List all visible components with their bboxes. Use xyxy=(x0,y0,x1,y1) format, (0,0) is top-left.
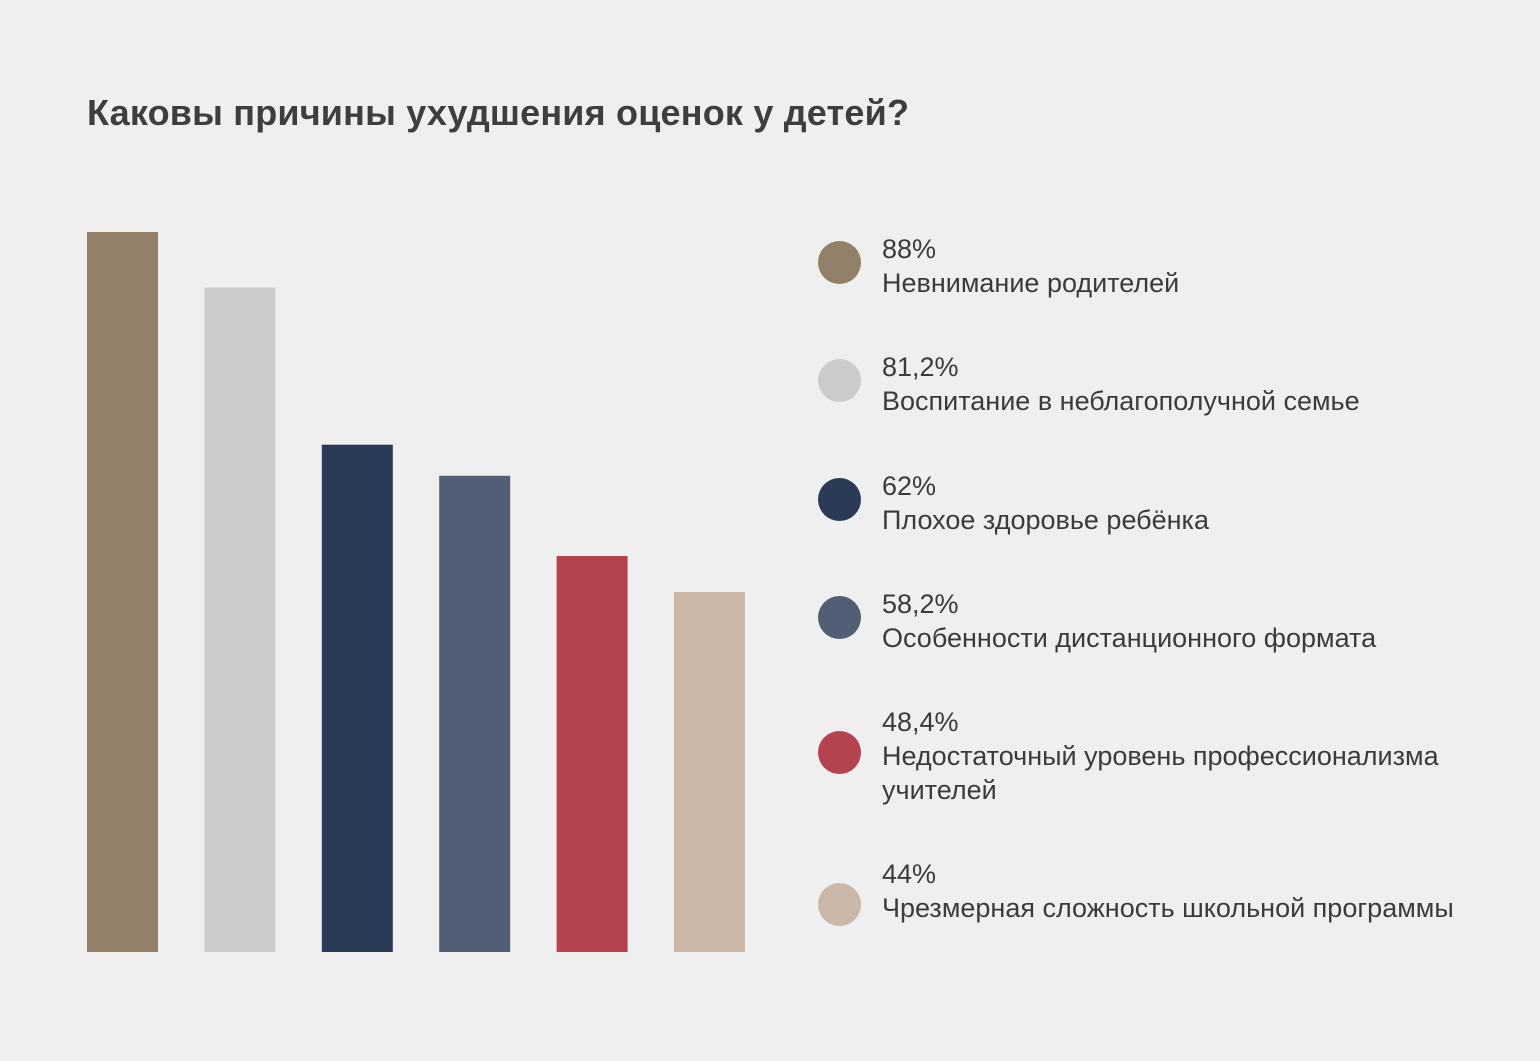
bar-chart xyxy=(87,232,745,953)
legend-swatch xyxy=(818,241,861,284)
legend-swatch xyxy=(818,731,861,774)
legend-value: 58,2% xyxy=(882,589,959,619)
legend-swatch xyxy=(818,596,861,639)
legend: 88% Невнимание родителей 81,2% Воспитани… xyxy=(818,0,1518,1061)
chart-title: Каковы причины ухудшения оценок у детей? xyxy=(87,92,910,133)
legend-value: 62% xyxy=(882,471,937,501)
bars-group xyxy=(87,232,745,953)
bar xyxy=(556,556,628,952)
legend-value: 48,4% xyxy=(882,707,959,737)
legend-label: Недостаточный уровень профессионализма у… xyxy=(882,741,1439,805)
legend-label: Чрезмерная сложность школьной программы xyxy=(882,893,1454,923)
legend-value: 44% xyxy=(882,859,937,889)
bar xyxy=(87,232,158,952)
legend-label: Плохое здоровье ребёнка xyxy=(882,505,1209,535)
legend-swatch xyxy=(818,883,861,926)
legend-label: Воспитание в неблагополучной семье xyxy=(882,386,1360,416)
legend-value: 88% xyxy=(882,234,937,264)
bar xyxy=(674,592,745,952)
legend-label: Особенности дистанционного формата xyxy=(882,623,1377,653)
bar xyxy=(204,287,276,953)
bar xyxy=(439,475,511,952)
legend-label: Невнимание родителей xyxy=(882,268,1180,298)
legend-swatch xyxy=(818,359,861,402)
legend-swatch xyxy=(818,478,861,521)
legend-value: 81,2% xyxy=(882,352,959,382)
bar xyxy=(321,444,393,952)
